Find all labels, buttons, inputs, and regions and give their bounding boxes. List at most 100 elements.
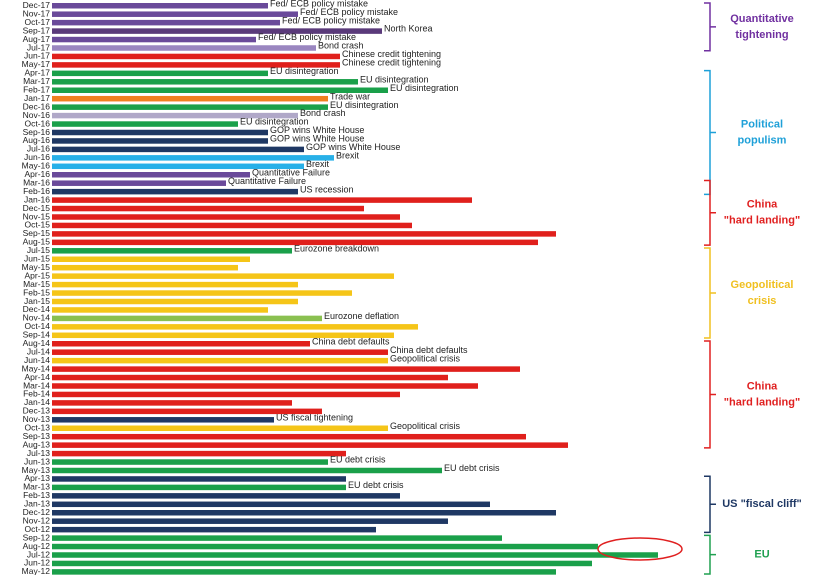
y-tick-label: Mar-13	[23, 482, 50, 492]
group-label: crisis	[748, 295, 777, 307]
y-tick-label: Dec-14	[23, 304, 51, 314]
group-label: China	[747, 380, 778, 392]
y-tick-label: Feb-16	[23, 186, 50, 196]
bar	[52, 332, 394, 339]
bar	[52, 273, 394, 279]
bar	[52, 526, 376, 533]
bar	[52, 28, 382, 34]
group-bracket	[704, 69, 716, 196]
bar	[52, 87, 388, 93]
bar-label: GOP wins White House	[306, 142, 400, 152]
y-tick-label: Jul-17	[27, 42, 50, 52]
y-tick-label: Jul-13	[27, 448, 50, 458]
y-tick-label: Apr-16	[24, 169, 50, 179]
bar-label: EU disintegration	[360, 74, 429, 84]
bar-label: Quantitative Failure	[252, 167, 330, 177]
bar	[52, 104, 328, 110]
bar	[52, 442, 568, 448]
y-tick-label: Feb-15	[23, 287, 50, 297]
bar-label: Fed/ ECB policy mistake	[282, 15, 380, 25]
bar-label: EU debt crisis	[330, 455, 386, 465]
bar	[52, 400, 292, 406]
bar	[52, 467, 442, 474]
y-tick-label: Jun-14	[24, 355, 50, 365]
bar-label: China debt defaults	[312, 336, 390, 346]
y-tick-label: Dec-12	[23, 507, 51, 517]
bar-label: Brexit	[336, 150, 360, 160]
bar-label: US fiscal tightening	[276, 412, 353, 422]
bar	[52, 459, 328, 465]
y-tick-label: Dec-13	[23, 406, 51, 416]
bar	[52, 307, 268, 313]
y-tick-label: Apr-13	[24, 473, 50, 483]
bar	[52, 569, 556, 575]
y-tick-label: Oct-17	[24, 17, 50, 27]
y-tick-label: Nov-14	[23, 313, 51, 323]
group-label: EU	[754, 549, 769, 561]
y-tick-label: Jan-16	[24, 194, 50, 204]
bar	[52, 543, 598, 550]
y-tick-label: Jul-15	[27, 245, 50, 255]
bar-label: Chinese credit tightening	[342, 49, 441, 59]
y-tick-label: Feb-13	[23, 490, 50, 500]
group-label: Political	[741, 118, 783, 130]
bar-label: Bond crash	[318, 41, 364, 51]
bar	[52, 19, 280, 26]
bar-label: Bond crash	[300, 108, 346, 118]
bar	[52, 484, 346, 491]
bar-label: China debt defaults	[390, 345, 468, 355]
bar	[52, 121, 238, 127]
y-tick-label: Mar-16	[23, 177, 50, 187]
y-tick-label: Apr-17	[24, 68, 50, 78]
y-tick-label: Nov-17	[23, 8, 51, 18]
bar	[52, 95, 328, 102]
bar	[52, 205, 364, 212]
bar-label: Quantitative Failure	[228, 176, 306, 186]
bar	[52, 188, 298, 195]
bar-label: Chinese credit tightening	[342, 58, 441, 68]
bar-label: Trade war	[330, 91, 370, 101]
y-tick-label: Oct-15	[24, 220, 50, 230]
bar	[52, 138, 268, 144]
y-tick-label: Jan-15	[24, 296, 50, 306]
bar	[52, 383, 478, 389]
y-tick-label: Sep-15	[23, 228, 51, 238]
bar-label: Eurozone deflation	[324, 311, 399, 321]
bar	[52, 79, 358, 85]
y-tick-label: Oct-16	[24, 118, 50, 128]
group-bracket	[704, 534, 716, 575]
bar	[52, 239, 538, 246]
y-tick-label: Aug-13	[23, 439, 51, 449]
y-tick-label: Feb-14	[23, 389, 50, 399]
bar	[52, 341, 310, 347]
bar-label: Brexit	[306, 159, 330, 169]
bar	[52, 417, 274, 423]
bar	[52, 155, 334, 161]
bar	[52, 214, 400, 220]
bar	[52, 510, 556, 516]
y-tick-label: Apr-14	[24, 372, 50, 382]
y-tick-label: Aug-14	[23, 338, 51, 348]
y-tick-label: Sep-17	[23, 25, 51, 35]
bar	[52, 45, 316, 51]
bar	[52, 324, 418, 330]
y-tick-label: Oct-14	[24, 321, 50, 331]
bar-label: North Korea	[384, 24, 433, 34]
bar	[52, 163, 304, 170]
y-tick-label: Apr-15	[24, 270, 50, 280]
bar	[52, 518, 448, 524]
bar	[52, 450, 346, 457]
y-tick-label: Oct-12	[24, 524, 50, 534]
group-bracket	[704, 475, 716, 534]
bar	[52, 172, 250, 178]
bar	[52, 560, 592, 567]
group-bracket	[704, 2, 716, 52]
y-tick-label: Aug-17	[23, 34, 51, 44]
bar	[52, 70, 268, 77]
bar	[52, 222, 412, 229]
bar	[52, 180, 226, 186]
bar	[52, 357, 388, 364]
y-tick-label: Jun-15	[24, 254, 50, 264]
bar-label: Fed/ ECB policy mistake	[270, 0, 368, 8]
bar-label: US recession	[300, 184, 354, 194]
